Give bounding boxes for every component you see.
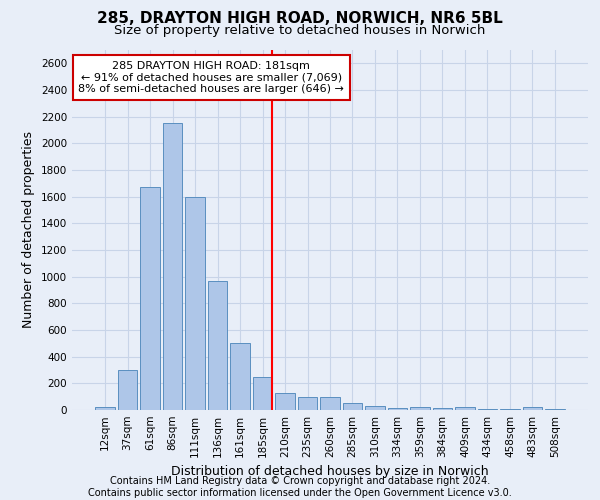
Bar (298, 396, 317, 410)
Y-axis label: Number of detached properties: Number of detached properties (22, 132, 35, 328)
Text: 285, DRAYTON HIGH ROAD, NORWICH, NR6 5BL: 285, DRAYTON HIGH ROAD, NORWICH, NR6 5BL (97, 11, 503, 26)
Bar (140, 186, 160, 410)
X-axis label: Distribution of detached houses by size in Norwich: Distribution of detached houses by size … (171, 466, 489, 478)
Bar (343, 404, 362, 410)
Bar (455, 408, 475, 410)
Bar (433, 408, 452, 410)
Bar (95, 406, 115, 410)
Bar (365, 406, 385, 410)
Bar (253, 376, 272, 410)
Bar (230, 344, 250, 410)
Bar (478, 408, 497, 410)
Bar (410, 408, 430, 410)
Bar (388, 408, 407, 410)
Text: 285 DRAYTON HIGH ROAD: 181sqm
← 91% of detached houses are smaller (7,069)
8% of: 285 DRAYTON HIGH ROAD: 181sqm ← 91% of d… (79, 61, 344, 94)
Bar (275, 394, 295, 410)
Text: Size of property relative to detached houses in Norwich: Size of property relative to detached ho… (115, 24, 485, 37)
Bar (208, 280, 227, 410)
Bar (163, 124, 182, 410)
Text: Contains HM Land Registry data © Crown copyright and database right 2024.
Contai: Contains HM Land Registry data © Crown c… (88, 476, 512, 498)
Bar (320, 396, 340, 410)
Bar (118, 370, 137, 410)
Bar (523, 406, 542, 410)
Bar (185, 196, 205, 410)
